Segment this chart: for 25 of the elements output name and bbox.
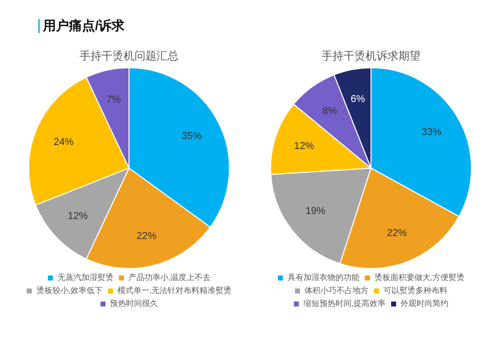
data-label: 24% — [54, 136, 74, 148]
legend-label: 产品功率小,温度上不去 — [128, 273, 211, 282]
legend-label: 无蒸汽加湿熨烫 — [57, 273, 114, 282]
chart-title: 手持干烫机诉求期望 — [322, 50, 420, 63]
data-label: 22% — [136, 230, 157, 242]
legend-label: 体积小巧不占地方 — [304, 286, 368, 296]
data-label: 8% — [322, 106, 338, 117]
data-label: 35% — [182, 130, 202, 142]
chart-title: 手持干烫机问题汇总 — [80, 50, 178, 63]
legend-label: 烫板面积要做大,方便熨烫 — [374, 273, 465, 282]
legend-label: 可以熨烫多种布料 — [384, 286, 448, 296]
data-label: 19% — [305, 206, 326, 217]
legend-label: 缩短预热时间,提高效率 — [303, 299, 386, 308]
text: 用户痛点/诉求 — [43, 17, 125, 35]
data-label: 12% — [294, 141, 314, 152]
legend-label: 烫板较小,效率低下 — [36, 286, 103, 296]
data-label: 12% — [68, 210, 88, 222]
data-label: 33% — [421, 127, 442, 138]
data-label: 22% — [386, 228, 407, 240]
legend-label: 模式单一,无法针对布料精准熨烫 — [118, 286, 232, 296]
legend-label: 具有加湿衣物的功能 — [287, 273, 360, 282]
legend-label: 外观时尚简约 — [400, 299, 449, 308]
data-label: 7% — [106, 94, 122, 106]
legend-label: 预热时间很久 — [110, 299, 158, 308]
data-label: 6% — [350, 94, 366, 105]
